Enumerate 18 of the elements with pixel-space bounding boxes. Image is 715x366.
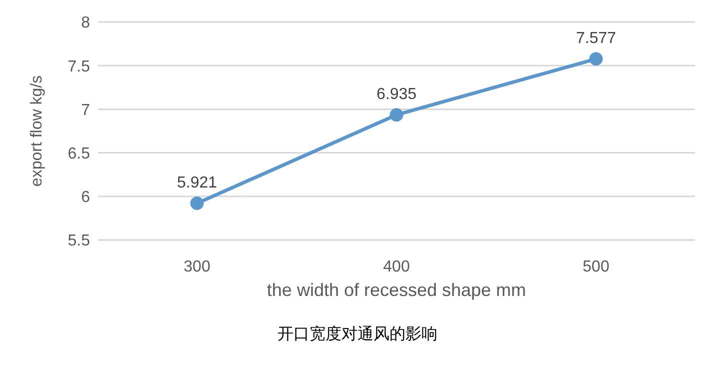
- y-tick-label: 5.5: [68, 232, 90, 250]
- y-axis-title: export flow kg/s: [28, 75, 46, 187]
- y-tick-label: 8: [81, 14, 90, 32]
- data-label: 7.577: [576, 30, 616, 47]
- x-tick-label: 400: [383, 258, 410, 276]
- y-tick-label: 6.5: [68, 145, 90, 162]
- y-tick-label: 7.5: [68, 58, 90, 76]
- x-axis-title: the width of recessed shape mm: [266, 280, 526, 300]
- x-tick-label: 500: [582, 258, 610, 276]
- text: 开口宽度对通风的影响: [276, 324, 438, 345]
- y-tick-label: 6: [81, 189, 90, 206]
- point: [190, 196, 204, 210]
- point: [589, 52, 603, 66]
- x-tick-label: 300: [184, 258, 210, 276]
- data-label: 5.921: [176, 174, 218, 192]
- point: [390, 108, 404, 122]
- y-tick-label: 7: [81, 102, 90, 119]
- data-label: 6.935: [376, 86, 417, 103]
